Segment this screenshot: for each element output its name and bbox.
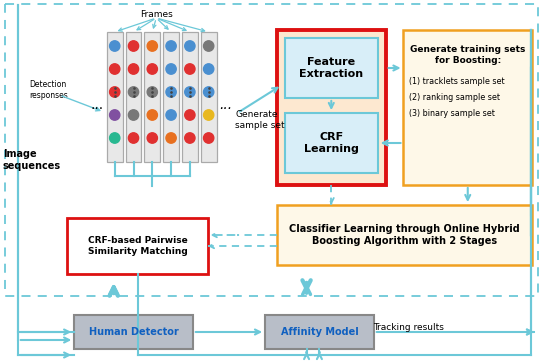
Circle shape (128, 133, 139, 143)
Bar (145, 32, 160, 162)
Bar (277, 30, 386, 185)
Text: Detection
responses: Detection responses (30, 80, 68, 100)
Text: Tracking results: Tracking results (373, 322, 444, 331)
Circle shape (128, 87, 139, 97)
Bar (265, 315, 374, 349)
Bar (285, 38, 378, 98)
Bar (163, 32, 179, 162)
Circle shape (185, 41, 195, 51)
Circle shape (128, 110, 139, 120)
Circle shape (147, 133, 157, 143)
Bar (74, 315, 193, 349)
Circle shape (166, 133, 176, 143)
Circle shape (109, 87, 120, 97)
Bar (285, 113, 378, 173)
Circle shape (204, 133, 214, 143)
Bar (125, 32, 141, 162)
Bar (404, 30, 532, 185)
Circle shape (109, 110, 120, 120)
Text: ...: ... (90, 98, 103, 112)
Text: Classifier Learning through Online Hybrid
Boosting Algorithm with 2 Stages: Classifier Learning through Online Hybri… (289, 224, 520, 246)
Circle shape (109, 133, 120, 143)
Bar (201, 32, 217, 162)
Circle shape (147, 87, 157, 97)
Circle shape (204, 87, 214, 97)
Text: CRF
Learning: CRF Learning (304, 132, 359, 154)
Circle shape (166, 64, 176, 74)
Text: (3) binary sample set: (3) binary sample set (409, 109, 496, 118)
Circle shape (166, 87, 176, 97)
Bar (5, 4, 538, 296)
Text: Image
sequences: Image sequences (3, 149, 61, 171)
Circle shape (147, 41, 157, 51)
Circle shape (204, 41, 214, 51)
Circle shape (109, 64, 120, 74)
Bar (277, 205, 532, 265)
Circle shape (147, 110, 157, 120)
Circle shape (185, 133, 195, 143)
Circle shape (204, 64, 214, 74)
Text: ...: ... (219, 98, 232, 112)
Text: Generate training sets
for Boosting:: Generate training sets for Boosting: (410, 45, 525, 65)
Circle shape (166, 41, 176, 51)
Circle shape (185, 87, 195, 97)
Bar (182, 32, 198, 162)
Text: Affinity Model: Affinity Model (280, 327, 358, 337)
Text: Human Detector: Human Detector (89, 327, 178, 337)
Text: Generate
sample set: Generate sample set (235, 110, 285, 130)
Circle shape (128, 64, 139, 74)
Text: Frames: Frames (140, 10, 173, 19)
Circle shape (185, 64, 195, 74)
Bar (107, 32, 123, 162)
Text: (1) tracklets sample set: (1) tracklets sample set (409, 78, 505, 87)
Circle shape (128, 41, 139, 51)
Text: CRF-based Pairwise
Similarity Matching: CRF-based Pairwise Similarity Matching (87, 236, 188, 256)
Bar (67, 218, 208, 274)
Circle shape (204, 110, 214, 120)
Circle shape (109, 41, 120, 51)
Circle shape (147, 64, 157, 74)
Circle shape (185, 110, 195, 120)
Text: Feature
Extraction: Feature Extraction (299, 57, 364, 79)
Text: (2) ranking sample set: (2) ranking sample set (409, 93, 500, 103)
Circle shape (166, 110, 176, 120)
